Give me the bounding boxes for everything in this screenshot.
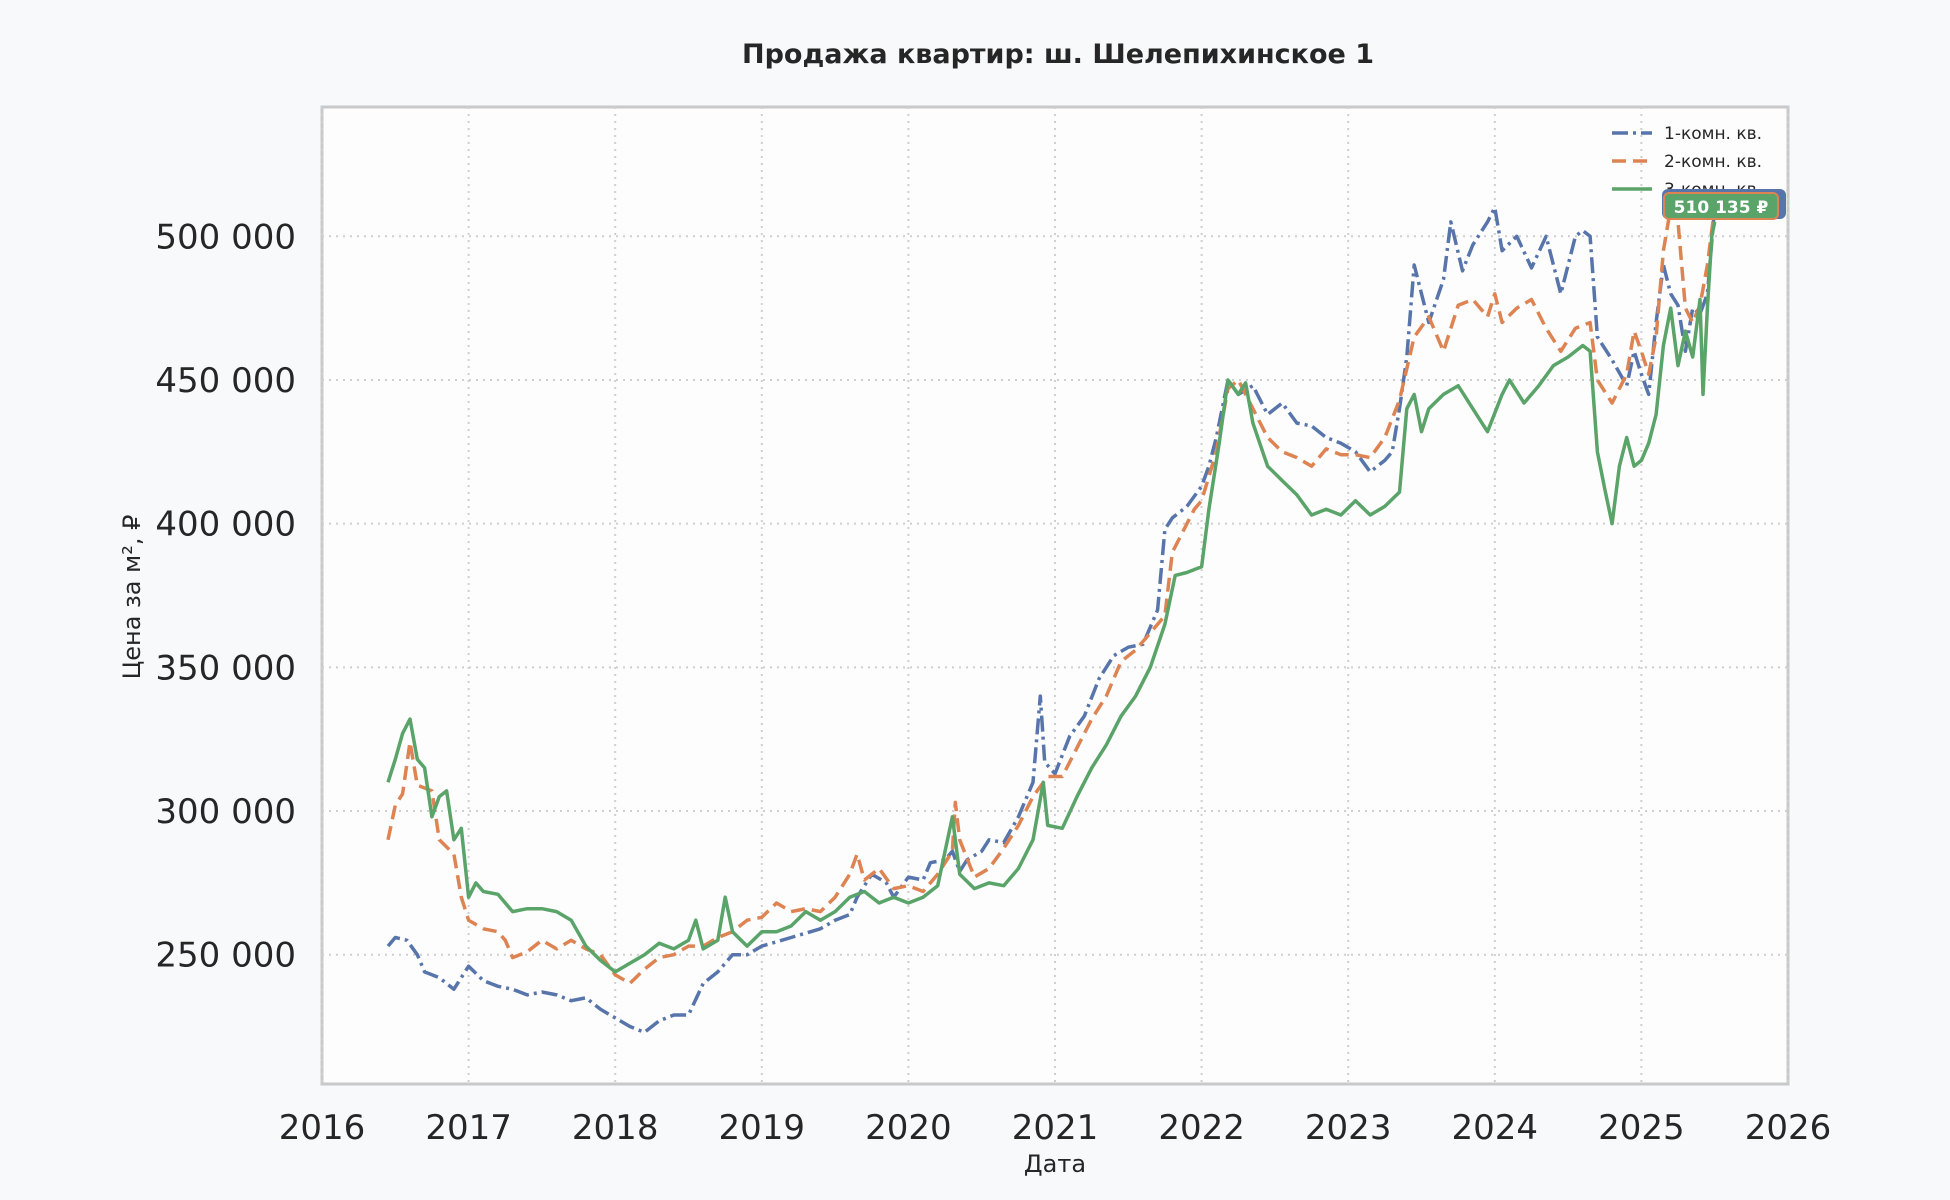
series-line-2	[386, 205, 1717, 986]
y-axis-ticks: 250 000 300 000 350 000 400 000 450 000 500 0…	[155, 217, 296, 975]
x-tick-label: 2016	[279, 1108, 366, 1148]
y-tick-label: 350 000	[155, 648, 296, 688]
x-tick-label: 2018	[572, 1108, 659, 1148]
x-tick-label: 2021	[1012, 1108, 1099, 1148]
x-axis-ticks: 2016 2017 2018 2019 2020 2021 2022 2023 2024 2025…	[279, 1108, 1832, 1148]
x-tick-label: 2017	[425, 1108, 512, 1148]
y-tick-label: 300 000	[155, 792, 296, 832]
y-axis-label: Цена за м², ₽	[118, 515, 146, 680]
x-tick-label: 2019	[719, 1108, 806, 1148]
series-line-1	[386, 205, 1717, 1035]
y-tick-label: 400 000	[155, 505, 296, 545]
x-axis-label: Дата	[1024, 1150, 1086, 1178]
x-tick-label: 2024	[1452, 1108, 1539, 1148]
legend-label: 2-комн. кв.	[1664, 152, 1762, 172]
x-tick-label: 2022	[1158, 1108, 1245, 1148]
series-line-3	[386, 221, 1717, 974]
series-layer	[386, 205, 1717, 1035]
legend-label: 1-комн. кв.	[1664, 124, 1762, 144]
grid-lines	[321, 107, 1789, 1084]
y-tick-label: 250 000	[155, 936, 296, 976]
y-tick-label: 450 000	[155, 361, 296, 401]
x-tick-label: 2026	[1745, 1108, 1832, 1148]
x-tick-label: 2020	[865, 1108, 952, 1148]
x-tick-label: 2025	[1598, 1108, 1685, 1148]
plot-area	[320, 105, 1790, 1086]
x-tick-label: 2023	[1305, 1108, 1392, 1148]
chart-title: Продажа квартир: ш. Шелепихинское 1	[742, 39, 1374, 70]
y-tick-label: 500 000	[155, 217, 296, 257]
last-value-badge: 510 135 ₽	[1662, 189, 1786, 220]
last-value-label: 510 135 ₽	[1674, 198, 1769, 218]
